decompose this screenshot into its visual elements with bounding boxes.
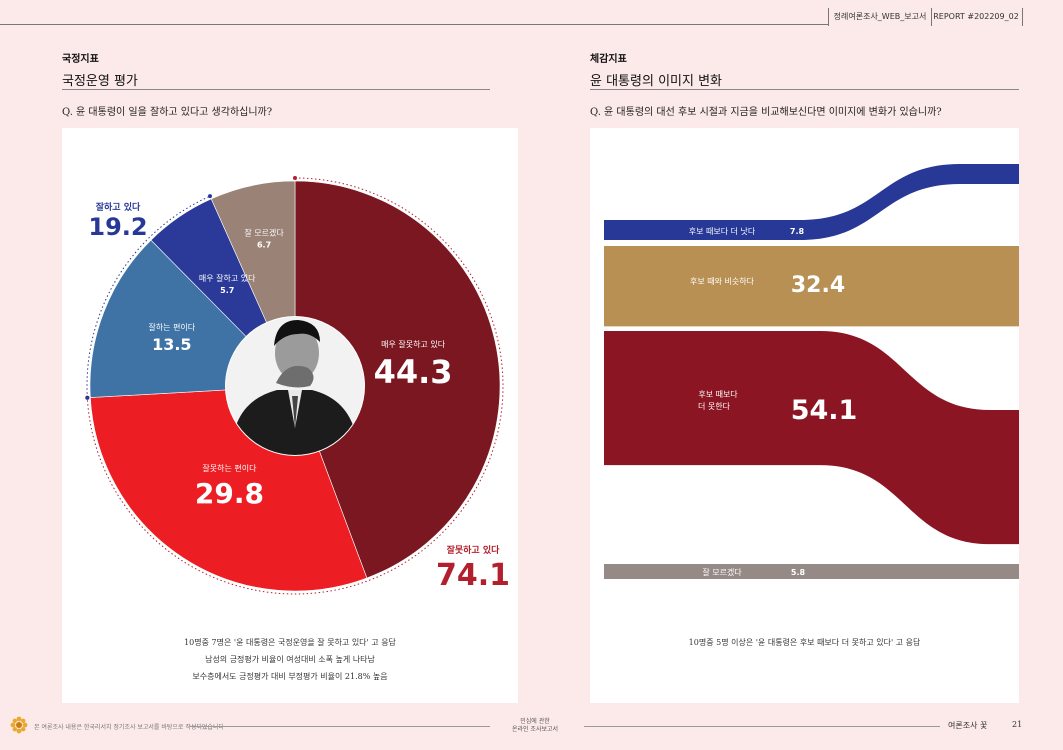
left-section-tag: 국정지표 bbox=[62, 54, 99, 65]
report-code-box: REPORT #202209_02 bbox=[930, 8, 1023, 26]
footer-rule-right bbox=[584, 726, 940, 727]
pie-slice-value: 44.3 bbox=[374, 353, 453, 391]
image-change-band bbox=[604, 331, 1019, 545]
negative-group-arc bbox=[86, 177, 504, 595]
left-note-line: 10명중 7명은 '윤 대통령은 국정운영을 잘 못하고 있다' 고 응답 bbox=[184, 638, 396, 647]
left-note-line: 보수층에서도 긍정평가 대비 부정평가 비율이 21.8% 높음 bbox=[192, 672, 388, 681]
header-rule bbox=[0, 0, 828, 25]
page-number: 21 bbox=[1012, 720, 1023, 729]
left-section-title: 국정운영 평가 bbox=[62, 74, 138, 89]
negative-summary-value: 74.1 bbox=[436, 558, 510, 593]
band-value-label: 5.8 bbox=[791, 568, 806, 577]
report-name: 정례여론조사_WEB_보고서 bbox=[833, 12, 927, 21]
left-notes: 10명중 7명은 '윤 대통령은 국정운영을 잘 못하고 있다' 고 응답 남성… bbox=[62, 634, 518, 685]
positive-group-arc bbox=[86, 195, 211, 398]
center-photo bbox=[225, 316, 365, 456]
right-notes: 10명중 5명 이상은 '윤 대통령은 후보 때보다 더 못하고 있다' 고 응… bbox=[590, 634, 1019, 651]
right-title-rule bbox=[590, 89, 1019, 90]
positive-summary-value: 19.2 bbox=[88, 213, 147, 241]
left-question: Q. 윤 대통령이 일을 잘하고 있다고 생각하십니까? bbox=[62, 107, 273, 118]
left-title-rule bbox=[62, 89, 490, 90]
pie-slice-label: 매우 잘못하고 있다 bbox=[381, 339, 446, 349]
band-value-label: 32.4 bbox=[791, 273, 845, 298]
right-panel: 후보 때보다 더 낫다 7.8 후보 때와 비슷하다 32.4 후보 때보다 더 못한다 5… bbox=[590, 128, 1019, 703]
image-change-band bbox=[604, 246, 1019, 327]
footer-left-text: 본 여론조사 내용은 한국리서치 정기조사 보고서를 바탕으로 작성되었습니다 bbox=[34, 724, 224, 731]
pie-slice bbox=[294, 180, 501, 579]
right-note-line: 10명중 5명 이상은 '윤 대통령은 후보 때보다 더 못하고 있다' 고 응… bbox=[688, 638, 921, 647]
positive-group-arc-dot bbox=[85, 395, 90, 400]
band-category-label: 후보 때보다 더 낫다 bbox=[689, 226, 756, 236]
negative-summary-label: 잘못하고 있다 bbox=[447, 544, 501, 556]
right-section-tag: 체감지표 bbox=[590, 54, 627, 65]
pie-slice-value: 6.7 bbox=[257, 240, 271, 249]
pie-slice-value: 29.8 bbox=[195, 477, 264, 510]
footer-right-label: 여론조사 꽃 bbox=[948, 721, 988, 730]
footer-center: 민심에 관한 온라인 조사보고서 bbox=[495, 718, 575, 734]
right-question: Q. 윤 대통령의 대선 후보 시절과 지금을 비교해보신다면 이미지에 변화가… bbox=[590, 107, 942, 118]
report-code: REPORT #202209_02 bbox=[933, 12, 1019, 21]
band-category-label: 잘 모르겠다 bbox=[702, 567, 742, 577]
pie-slice-label: 잘 모르겠다 bbox=[244, 227, 284, 237]
band-category-label: 후보 때와 비슷하다 bbox=[690, 276, 755, 286]
band-value-label: 7.8 bbox=[790, 227, 805, 236]
flower-logo-icon bbox=[10, 716, 28, 734]
image-change-band bbox=[604, 164, 1019, 240]
pie-slice-label: 잘하는 편이다 bbox=[148, 322, 195, 332]
pie-slice-label: 잘못하는 편이다 bbox=[202, 463, 257, 473]
right-section-title: 윤 대통령의 이미지 변화 bbox=[590, 74, 722, 89]
pie-chart: 매우 잘못하고 있다 44.3 잘못하는 편이다 29.8 잘하는 편이다 13.5 매우 … bbox=[85, 176, 510, 595]
image-change-band bbox=[604, 564, 1019, 579]
pie-slice-label: 매우 잘하고 있다 bbox=[199, 273, 256, 283]
report-name-box: 정례여론조사_WEB_보고서 bbox=[828, 8, 932, 26]
band-category-label: 후보 때보다 더 못한다 bbox=[698, 389, 738, 411]
positive-group-arc-dot bbox=[208, 194, 213, 199]
footer-center-line2: 온라인 조사보고서 bbox=[511, 726, 559, 733]
footer-rule-left bbox=[190, 726, 490, 727]
negative-group-arc-dot bbox=[293, 176, 297, 180]
positive-summary-label: 잘하고 있다 bbox=[96, 201, 141, 213]
pie-slice-value: 5.7 bbox=[220, 286, 234, 295]
left-note-line: 남성의 긍정평가 비율이 여성대비 소폭 높게 나타남 bbox=[205, 655, 375, 664]
footer-center-line1: 민심에 관한 bbox=[520, 718, 550, 725]
band-value-label: 54.1 bbox=[791, 395, 858, 426]
image-change-chart: 후보 때보다 더 낫다 7.8 후보 때와 비슷하다 32.4 후보 때보다 더 못한다 5… bbox=[604, 164, 1019, 579]
pie-slice-value: 13.5 bbox=[152, 335, 191, 354]
left-panel: 매우 잘못하고 있다 44.3 잘못하는 편이다 29.8 잘하는 편이다 13.5 매우 … bbox=[62, 128, 518, 703]
